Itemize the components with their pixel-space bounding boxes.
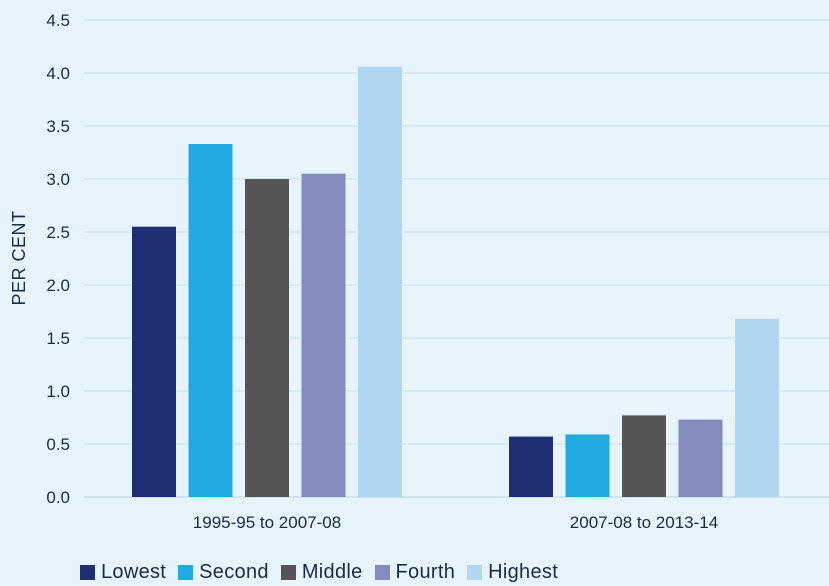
bar-fourth-1 [301,173,346,497]
x-category-label: 1995-95 to 2007-08 [193,513,341,532]
y-tick-label: 4.5 [46,11,70,30]
y-tick-label: 2.5 [46,223,70,242]
legend-swatch [374,565,390,580]
legend-label: Lowest [101,561,167,583]
y-tick-label: 2.0 [46,276,70,295]
legend-item-highest: Highest [467,561,558,584]
bar-highest-2 [735,318,779,497]
y-tick-label: 1.0 [46,382,70,401]
bar-lowest-2 [509,436,553,497]
y-tick-label: 0.5 [46,435,70,454]
legend-label: Second [199,561,269,583]
y-axis-label: PER CENT [9,210,29,305]
legend: Lowest Second Middle Fourth Highest [80,561,570,584]
y-axis-ticks: 0.0 0.5 1.0 1.5 2.0 2.5 3.0 3.5 4.0 4.5 [46,11,70,507]
bar-fourth-2 [678,419,723,497]
bar-second-1 [188,144,233,497]
y-tick-label: 4.0 [46,64,70,83]
y-tick-label: 0.0 [46,488,70,507]
bar-lowest-1 [132,226,176,497]
bar-middle-1 [245,179,289,497]
legend-label: Middle [301,561,363,583]
bar-highest-1 [358,66,402,497]
bar-second-2 [565,434,610,497]
bar-middle-2 [622,415,666,497]
legend-item-middle: Middle [280,561,363,584]
legend-swatch [80,565,95,580]
legend-label: Fourth [395,561,456,583]
x-category-label: 2007-08 to 2013-14 [570,513,718,532]
legend-label: Highest [488,561,559,583]
legend-item-second: Second [178,561,269,584]
legend-swatch [280,565,296,580]
legend-item-fourth: Fourth [374,561,456,584]
legend-item-lowest: Lowest [80,561,166,584]
bars [132,66,779,497]
legend-swatch [467,565,483,580]
x-axis-labels: 1995-95 to 2007-08 2007-08 to 2013-14 [193,513,718,532]
y-tick-label: 3.5 [46,117,70,136]
y-tick-label: 1.5 [46,329,70,348]
legend-swatch [178,565,194,580]
y-tick-label: 3.0 [46,170,70,189]
